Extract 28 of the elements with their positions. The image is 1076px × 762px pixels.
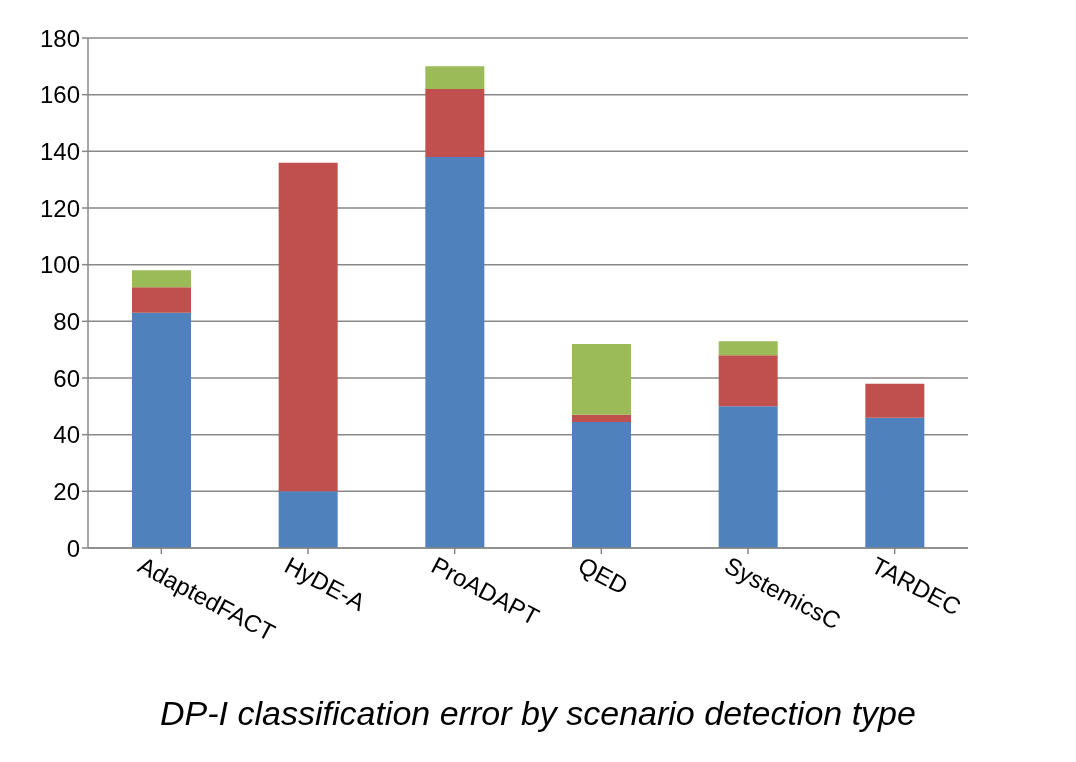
bar (278, 491, 338, 548)
bar (718, 341, 778, 356)
y-tick-label: 140 (39, 137, 80, 165)
x-tick-label: QED (573, 551, 633, 600)
bar (865, 383, 925, 418)
y-tick-label: 180 (39, 24, 80, 52)
bar (132, 270, 191, 288)
bar (278, 162, 338, 492)
bar (718, 355, 778, 407)
y-tick-label: 40 (53, 421, 80, 449)
y-tick-label: 20 (53, 477, 80, 505)
y-tick-label: 100 (39, 251, 80, 279)
y-tick-label: 160 (39, 81, 80, 109)
bar (718, 406, 778, 548)
y-tick-label: 80 (53, 307, 80, 335)
bar (425, 89, 485, 157)
y-tick-label: 120 (39, 194, 80, 222)
bar (572, 421, 631, 548)
bar (132, 287, 191, 313)
bar (425, 157, 485, 548)
bar (132, 312, 191, 548)
y-tick-label: 0 (66, 534, 80, 562)
bar (425, 66, 485, 89)
y-tick-label: 60 (53, 364, 80, 392)
bar (572, 344, 631, 415)
bar (865, 417, 925, 548)
x-axis-title: DP-I classification error by scenario detection type (159, 694, 917, 733)
bar (572, 414, 631, 422)
